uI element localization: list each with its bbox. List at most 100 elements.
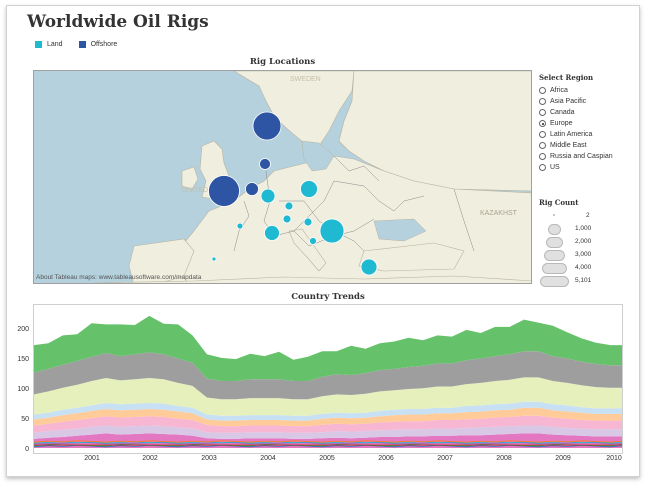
y-tick-50: 50 xyxy=(21,416,29,423)
trend-series-7[interactable] xyxy=(34,315,622,381)
rig-marker-hungary[interactable] xyxy=(303,217,313,227)
y-tick-200: 200 xyxy=(17,326,29,333)
africa-land xyxy=(93,275,531,283)
map-attribution[interactable]: About Tableau maps: www.tableausoftware.… xyxy=(36,274,202,281)
x-tick-2006: 2006 xyxy=(378,455,394,462)
rig-count-row-2000: 2,000 xyxy=(539,236,591,249)
legend-item-land[interactable]: Land xyxy=(35,41,63,48)
y-tick-150: 150 xyxy=(17,356,29,363)
rig-count-label-2: 2 xyxy=(586,212,590,219)
region-option-middle-east[interactable]: Middle East xyxy=(539,140,613,151)
region-option-canada[interactable]: Canada xyxy=(539,107,613,118)
region-option-asia-pacific[interactable]: Asia Pacific xyxy=(539,96,613,107)
x-tick-2001: 2001 xyxy=(84,455,100,462)
rig-marker-austria[interactable] xyxy=(282,214,292,224)
rig-marker-germany[interactable] xyxy=(284,201,294,211)
rig-count-row-2: 2 xyxy=(539,210,590,223)
rig-count-label-5101: 5,101 xyxy=(575,277,592,284)
radio-button[interactable] xyxy=(539,120,546,127)
region-option-africa[interactable]: Africa xyxy=(539,85,613,96)
trends-title: Country Trends xyxy=(291,292,365,302)
rig-marker-turkey[interactable] xyxy=(360,258,378,276)
region-filter: Select Region Africa Asia Pacific Canada Eu… xyxy=(539,73,613,173)
trend-series-5[interactable] xyxy=(34,377,622,416)
x-tick-2009: 2009 xyxy=(555,455,571,462)
radio-button[interactable] xyxy=(539,131,546,138)
rig-locations-map[interactable]: SWEDEN UNITED KAZAKHST About Tableau map… xyxy=(33,70,532,284)
radio-button[interactable] xyxy=(539,164,546,171)
radio-button[interactable] xyxy=(539,109,546,116)
x-tick-2007: 2007 xyxy=(437,455,453,462)
radio-button[interactable] xyxy=(539,87,546,94)
rig-count-label-4000: 4,000 xyxy=(575,264,592,271)
radio-button[interactable] xyxy=(539,153,546,160)
iberia-land xyxy=(128,238,195,283)
legend-item-offshore[interactable]: Offshore xyxy=(78,41,117,48)
x-tick-2010: 2010 xyxy=(606,455,622,462)
rig-marker-balkans[interactable] xyxy=(309,237,317,245)
italy-land xyxy=(288,228,327,272)
map-label-uk: UNITED xyxy=(182,187,208,194)
turkey-land xyxy=(358,242,465,272)
trend-series-0[interactable] xyxy=(34,433,622,448)
rig-count-shape-3000 xyxy=(544,250,565,261)
trends-x-axis: 2001 2002 2003 2004 2005 2006 2007 2008 … xyxy=(33,455,623,469)
rig-count-label-1000: 1,000 xyxy=(575,225,592,232)
region-option-label: Africa xyxy=(550,87,568,94)
rig-count-title: Rig Count xyxy=(539,198,579,207)
region-option-label: US xyxy=(550,164,560,171)
rig-marker-italy-north[interactable] xyxy=(264,225,280,241)
region-option-latin-america[interactable]: Latin America xyxy=(539,129,613,140)
country-trends-chart[interactable] xyxy=(33,304,623,454)
x-tick-2003: 2003 xyxy=(201,455,217,462)
rig-marker-germany-north[interactable] xyxy=(260,188,276,204)
legend-label-land: Land xyxy=(47,41,63,48)
radio-button[interactable] xyxy=(539,98,546,105)
rig-marker-norway-south[interactable] xyxy=(259,158,271,170)
trend-series-4[interactable] xyxy=(34,401,622,421)
offshore-swatch xyxy=(78,41,86,48)
russia-land xyxy=(338,71,531,192)
region-filter-title: Select Region xyxy=(539,73,594,82)
trend-series-3[interactable] xyxy=(34,407,622,427)
region-option-label: Asia Pacific xyxy=(550,98,587,105)
ireland-land xyxy=(181,166,199,190)
region-option-label: Russia and Caspian xyxy=(550,153,613,160)
region-option-label: Latin America xyxy=(550,131,593,138)
trends-svg xyxy=(34,315,622,448)
map-title: Rig Locations xyxy=(249,57,316,67)
rig-count-legend: Rig Count 2 1,000 2,000 3,000 4,000 5,10… xyxy=(539,198,591,288)
rig-marker-france[interactable] xyxy=(236,222,244,230)
rig-count-shape-2 xyxy=(553,214,555,216)
trend-series-2[interactable] xyxy=(34,415,622,433)
rig-count-row-4000: 4,000 xyxy=(539,262,591,275)
rig-count-label-3000: 3,000 xyxy=(575,251,592,258)
rig-marker-poland[interactable] xyxy=(300,180,318,198)
rig-marker-uk[interactable] xyxy=(208,175,240,207)
rig-count-shape-1000 xyxy=(548,224,561,235)
map-label-kazakhstan: KAZAKHST xyxy=(480,210,518,217)
rig-marker-netherlands[interactable] xyxy=(245,182,259,196)
rig-count-label-2000: 2,000 xyxy=(575,238,592,245)
rig-count-row-1000: 1,000 xyxy=(539,223,591,236)
rig-count-shape-5101 xyxy=(540,276,569,287)
land-swatch xyxy=(35,41,42,48)
rig-marker-spain[interactable] xyxy=(211,256,217,262)
radio-button[interactable] xyxy=(539,142,546,149)
trend-strand-0 xyxy=(34,444,622,448)
region-option-russia-and-caspian[interactable]: Russia and Caspian xyxy=(539,151,613,162)
map-canvas: SWEDEN UNITED KAZAKHST xyxy=(93,71,531,283)
region-option-us[interactable]: US xyxy=(539,162,613,173)
trend-strand-5 xyxy=(34,440,622,443)
trends-y-axis: 200 150 100 50 0 xyxy=(5,300,31,460)
trend-series-6[interactable] xyxy=(34,351,622,400)
rig-marker-norway[interactable] xyxy=(252,111,282,141)
region-option-europe[interactable]: Europe xyxy=(539,118,613,129)
x-tick-2002: 2002 xyxy=(142,455,158,462)
trend-series-1[interactable] xyxy=(34,425,622,439)
region-options: Africa Asia Pacific Canada Europe Latin Amer… xyxy=(539,85,613,173)
black-sea xyxy=(373,218,427,242)
y-tick-0: 0 xyxy=(25,446,29,453)
region-option-label: Canada xyxy=(550,109,575,116)
rig-marker-romania[interactable] xyxy=(319,218,345,244)
